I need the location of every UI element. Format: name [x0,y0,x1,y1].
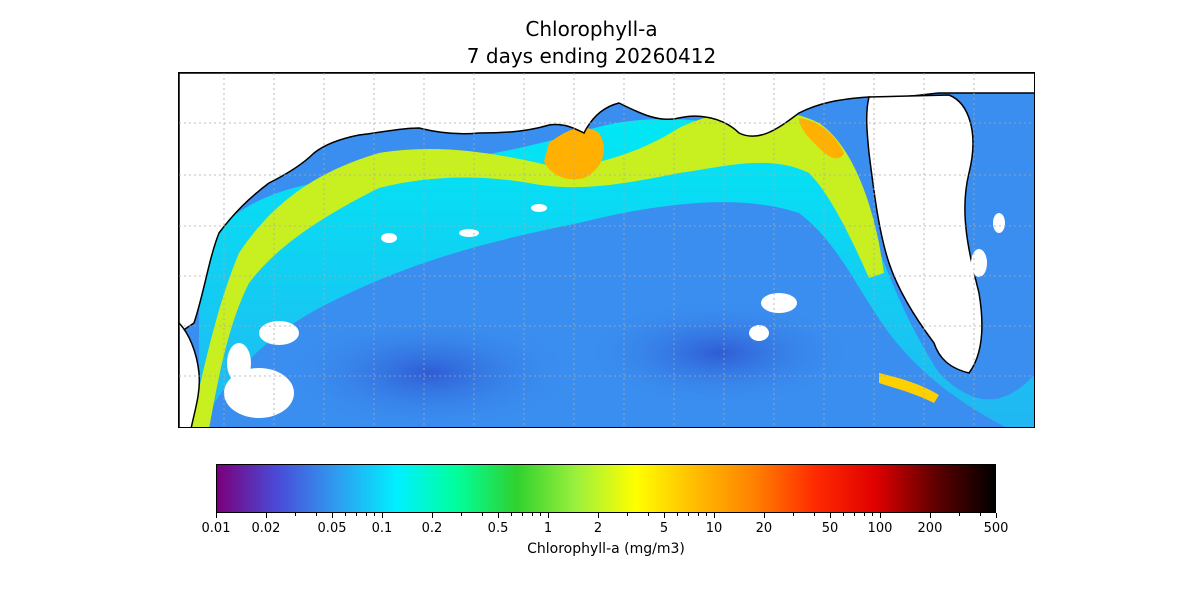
colorbar-minor-tick [677,513,679,516]
colorbar-major-tick [830,513,831,518]
deep-water-patch [579,298,859,408]
colorbar [216,464,996,513]
deep-water-patch [279,313,579,427]
colorbar-minor-tick [813,513,815,516]
colorbar-major-tick [332,513,334,518]
colorbar-major-tick [713,513,715,518]
colorbar-minor-tick [374,513,376,516]
colorbar-tick-label: 0.01 [201,521,231,536]
colorbar-minor-tick [697,513,699,516]
colorbar-label: Chlorophyll-a (mg/m3) [527,541,685,557]
colorbar-minor-tick [627,513,629,516]
colorbar-tick-label: 5 [659,521,669,536]
colorbar-minor-tick [365,513,367,516]
colorbar-minor-tick [959,513,961,516]
colorbar-tick-label: 20 [755,521,773,536]
colorbar-tick-label: 2 [593,521,603,536]
map-title: Chlorophyll-a [525,17,658,41]
chlorophyll-map [178,72,1035,428]
colorbar-ticks: 0.01 0.02 0.05 0.1 0.2 0.5 1 2 5 10 20 50 100 200 500 [202,513,1008,553]
colorbar-tick-label: 50 [821,521,839,536]
colorbar-minor-tick [863,513,865,516]
colorbar-tick-label: 0.02 [251,521,281,536]
colorbar-minor-tick [522,513,524,516]
colorbar-minor-tick [315,513,317,516]
shelf-water [199,118,1034,427]
colorbar-major-tick [996,513,997,518]
colorbar-minor-tick [843,513,845,516]
colorbar-major-tick [431,513,433,518]
colorbar-minor-tick [295,513,297,516]
no-data-areas [224,204,1005,418]
colorbar-minor-tick [461,513,463,516]
colorbar-minor-tick [647,513,649,516]
colorbar-major-tick [547,513,549,518]
river-plume [879,373,939,403]
colorbar-tick-label: 1 [543,521,553,536]
colorbar-tick-label: 0.5 [487,521,509,536]
colorbar-tick-label: 200 [917,521,943,536]
map-canvas [179,73,1034,427]
colorbar-major-tick [879,513,881,518]
colorbar-major-tick [597,513,599,518]
colorbar-tick-label: 0.2 [421,521,443,536]
colorbar-minor-tick [854,513,856,516]
colorbar-major-tick [664,513,665,518]
colorbar-major-tick [929,513,931,518]
colorbar-minor-tick [872,513,874,516]
nearshore-band [189,110,884,427]
colorbar-tick-label: 500 [983,521,1009,536]
colorbar-minor-tick [345,513,347,516]
colorbar-major-tick [216,513,217,518]
map-subtitle: 7 days ending 20260412 [466,44,717,68]
colorbar-minor-tick [356,513,358,516]
colorbar-minor-tick [793,513,795,516]
colorbar-major-tick [265,513,267,518]
land-mexico [179,321,201,427]
map-grid [179,73,1034,427]
river-plume [799,118,844,159]
colorbar-minor-tick [706,513,708,516]
colorbar-tick-label: 100 [867,521,893,536]
colorbar-tick-label: 10 [705,521,723,536]
colorbar-major-tick [763,513,765,518]
colorbar-minor-tick [531,513,533,516]
colorbar-minor-tick [979,513,981,516]
colorbar-minor-tick [511,513,513,516]
colorbar-minor-tick [540,513,542,516]
colorbar-minor-tick [688,513,690,516]
colorbar-minor-tick [481,513,483,516]
colorbar-tick-label: 0.1 [371,521,393,536]
colorbar-major-tick [498,513,500,518]
colorbar-major-tick [381,513,383,518]
colorbar-tick-label: 0.05 [317,521,347,536]
land-north [179,73,1034,334]
